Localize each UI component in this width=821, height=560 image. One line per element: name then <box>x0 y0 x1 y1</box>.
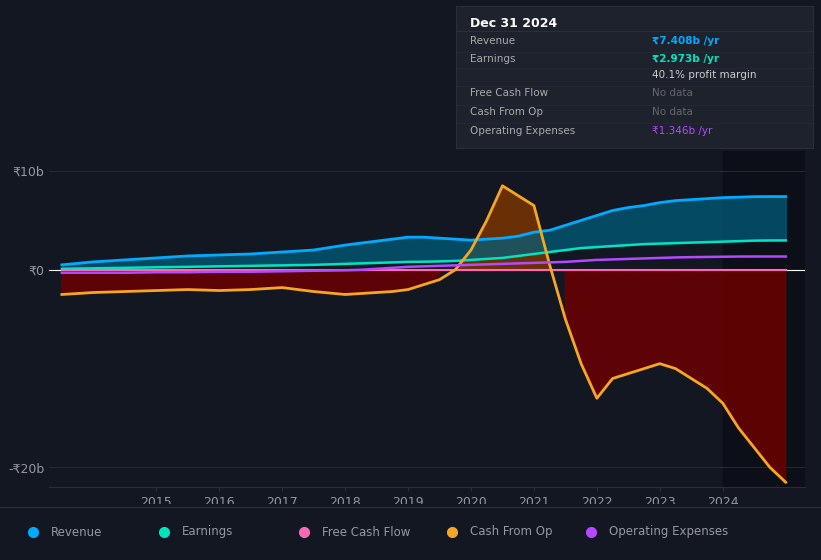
Text: ₹7.408b /yr: ₹7.408b /yr <box>652 36 719 45</box>
Text: Revenue: Revenue <box>470 36 515 45</box>
Text: No data: No data <box>652 107 693 117</box>
Text: Free Cash Flow: Free Cash Flow <box>470 88 548 99</box>
Text: Cash From Op: Cash From Op <box>470 525 552 539</box>
Text: Earnings: Earnings <box>470 54 516 64</box>
Bar <box>722 151 817 487</box>
Text: Free Cash Flow: Free Cash Flow <box>322 525 410 539</box>
Text: ₹1.346b /yr: ₹1.346b /yr <box>652 125 713 136</box>
Text: Earnings: Earnings <box>182 525 234 539</box>
Text: No data: No data <box>652 88 693 99</box>
Text: 40.1% profit margin: 40.1% profit margin <box>652 70 757 80</box>
Text: Cash From Op: Cash From Op <box>470 107 543 117</box>
Text: Revenue: Revenue <box>51 525 103 539</box>
Text: Dec 31 2024: Dec 31 2024 <box>470 17 557 30</box>
Text: Operating Expenses: Operating Expenses <box>470 125 576 136</box>
Text: Operating Expenses: Operating Expenses <box>609 525 728 539</box>
Text: ₹2.973b /yr: ₹2.973b /yr <box>652 54 719 64</box>
